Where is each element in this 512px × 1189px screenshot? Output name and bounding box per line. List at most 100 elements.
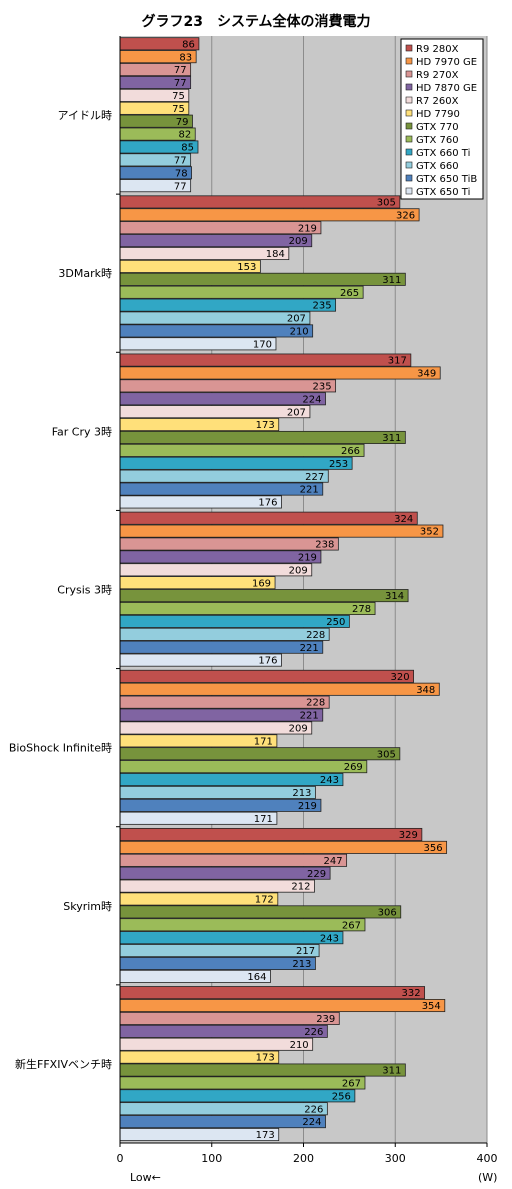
legend-swatch — [405, 57, 413, 65]
bar — [119, 614, 350, 628]
bar-value-label: 85 — [181, 143, 194, 154]
bar-value-label: 243 — [320, 933, 339, 944]
bar — [119, 695, 330, 709]
bar-value-label: 86 — [182, 39, 195, 50]
bar-value-label: 356 — [424, 843, 443, 854]
bar-value-label: 171 — [254, 736, 273, 747]
x-axis: 0 100 200 300 400 — [116, 36, 498, 1165]
bar-value-label: 247 — [324, 856, 343, 867]
legend-swatch — [405, 174, 413, 182]
bar — [119, 1024, 328, 1038]
bar-value-label: 207 — [287, 407, 306, 418]
legend-swatch — [405, 187, 413, 195]
bar-value-label: 217 — [296, 946, 315, 957]
bar — [119, 298, 337, 312]
legend-swatch — [405, 83, 413, 91]
bar-value-label: 265 — [340, 288, 359, 299]
bar — [119, 1115, 326, 1129]
bar — [119, 682, 440, 696]
bar-value-label: 212 — [291, 882, 310, 893]
bar-value-label: 224 — [302, 1117, 321, 1128]
bar — [119, 1076, 366, 1090]
bar — [119, 986, 426, 1000]
bar-value-label: 320 — [391, 672, 410, 683]
bar-value-label: 77 — [174, 155, 187, 166]
bar — [119, 324, 314, 338]
bar-value-label: 267 — [342, 1079, 361, 1090]
bar-value-label: 332 — [402, 988, 421, 999]
bar-value-label: 171 — [254, 814, 273, 825]
x-tick-label: 200 — [293, 1152, 314, 1165]
bars: 8683777775757982857778773053262192091841… — [119, 37, 448, 1141]
bar — [119, 443, 365, 457]
bar — [119, 392, 326, 406]
bar-value-label: 213 — [292, 959, 311, 970]
legend-entry: HD 7970 GE — [416, 57, 477, 68]
bar — [119, 840, 448, 854]
bar — [119, 511, 418, 525]
bar-value-label: 311 — [382, 433, 401, 444]
category-label: Skyrim時 — [63, 900, 112, 913]
bar-value-label: 173 — [256, 1130, 275, 1141]
bar — [119, 1063, 406, 1077]
bar — [119, 721, 313, 735]
bar — [119, 456, 353, 470]
bar — [119, 773, 344, 787]
bar-value-label: 173 — [256, 1053, 275, 1064]
bar-value-label: 228 — [306, 630, 325, 641]
bar-value-label: 221 — [300, 643, 319, 654]
bar-value-label: 317 — [388, 356, 407, 367]
legend-swatch — [405, 109, 413, 117]
bar-value-label: 164 — [247, 972, 266, 983]
bar-value-label: 207 — [287, 314, 306, 325]
x-tick-label: 300 — [385, 1152, 406, 1165]
bar-value-label: 153 — [237, 262, 256, 273]
legend-box — [400, 38, 484, 200]
legend-entry: HD 7870 GE — [416, 83, 477, 94]
unit-label: (W) — [478, 1171, 497, 1184]
category-label: アイドル時 — [58, 109, 112, 122]
bar-value-label: 176 — [258, 656, 277, 667]
bar-value-label: 253 — [329, 459, 348, 470]
bar — [119, 1102, 328, 1116]
bar — [119, 221, 322, 235]
bar-value-label: 213 — [292, 788, 311, 799]
legend-entry: GTX 770 — [416, 122, 459, 133]
bar-value-label: 314 — [385, 591, 404, 602]
bar — [119, 747, 401, 761]
bar-value-label: 311 — [382, 275, 401, 286]
chart-title: グラフ23 システム全体の消費電力 — [141, 13, 370, 30]
legend-entry: GTX 650 Ti — [416, 187, 470, 198]
bar — [119, 537, 339, 551]
legend-swatch — [405, 44, 413, 52]
bar-value-label: 228 — [306, 698, 325, 709]
bar — [119, 905, 402, 919]
bar-value-label: 82 — [179, 130, 192, 141]
bar — [119, 785, 316, 799]
legend-entry: GTX 650 TiB — [416, 174, 477, 185]
bar — [119, 353, 412, 367]
bar-value-label: 267 — [342, 920, 361, 931]
bar — [119, 602, 376, 616]
bar-value-label: 349 — [417, 369, 436, 380]
legend-swatch — [405, 70, 413, 78]
bar-value-label: 209 — [289, 236, 308, 247]
legend-swatch — [405, 122, 413, 130]
bar — [119, 627, 330, 641]
bar-value-label: 250 — [326, 617, 345, 628]
category-label: Crysis 3時 — [57, 584, 112, 597]
bar-value-label: 227 — [305, 472, 324, 483]
bar — [119, 524, 444, 538]
bar-value-label: 326 — [396, 210, 415, 221]
bar-value-label: 278 — [352, 604, 371, 615]
bar-value-label: 239 — [316, 1014, 335, 1025]
legend-swatch — [405, 135, 413, 143]
bar — [119, 798, 322, 812]
legend-entry: HD 7790 — [416, 109, 460, 120]
bar — [119, 366, 441, 380]
bar-value-label: 243 — [320, 775, 339, 786]
bar — [119, 234, 313, 248]
bar — [119, 708, 324, 722]
bar-value-label: 219 — [298, 553, 317, 564]
bar-value-label: 78 — [175, 168, 188, 179]
